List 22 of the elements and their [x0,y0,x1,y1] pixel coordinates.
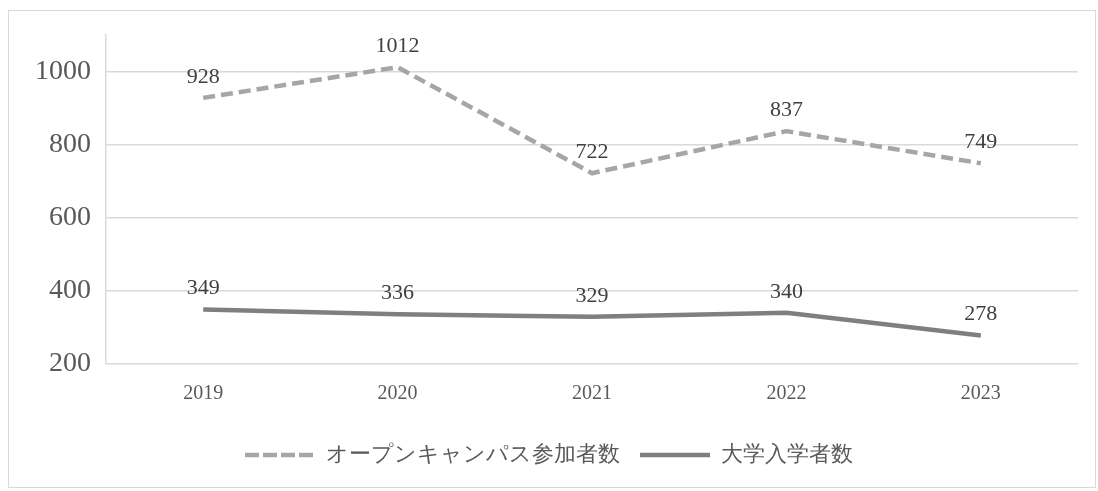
data-label: 749 [964,128,998,154]
y-tick-label: 600 [49,200,91,232]
x-tick-label: 2020 [377,381,418,404]
y-tick-label: 400 [49,273,91,305]
x-tick-label: 2023 [960,381,1001,404]
y-tick-label: 1000 [35,53,91,85]
legend-label: オープンキャンパス参加者数 [326,440,620,466]
x-tick-label: 2022 [766,381,807,404]
data-label: 329 [575,281,609,307]
data-label: 928 [186,62,220,88]
data-label: 349 [186,274,220,300]
data-label: 722 [575,137,609,163]
data-label: 336 [381,279,415,305]
y-tick-label: 200 [49,346,91,378]
x-tick-label: 2021 [572,381,612,404]
data-label: 1012 [375,31,420,57]
y-tick-label: 800 [49,127,91,159]
data-label: 340 [769,277,803,303]
legend-label: 大学入学者数 [721,440,853,466]
x-tick-label: 2019 [183,381,224,404]
data-label: 278 [964,300,998,326]
data-label: 837 [769,95,803,121]
